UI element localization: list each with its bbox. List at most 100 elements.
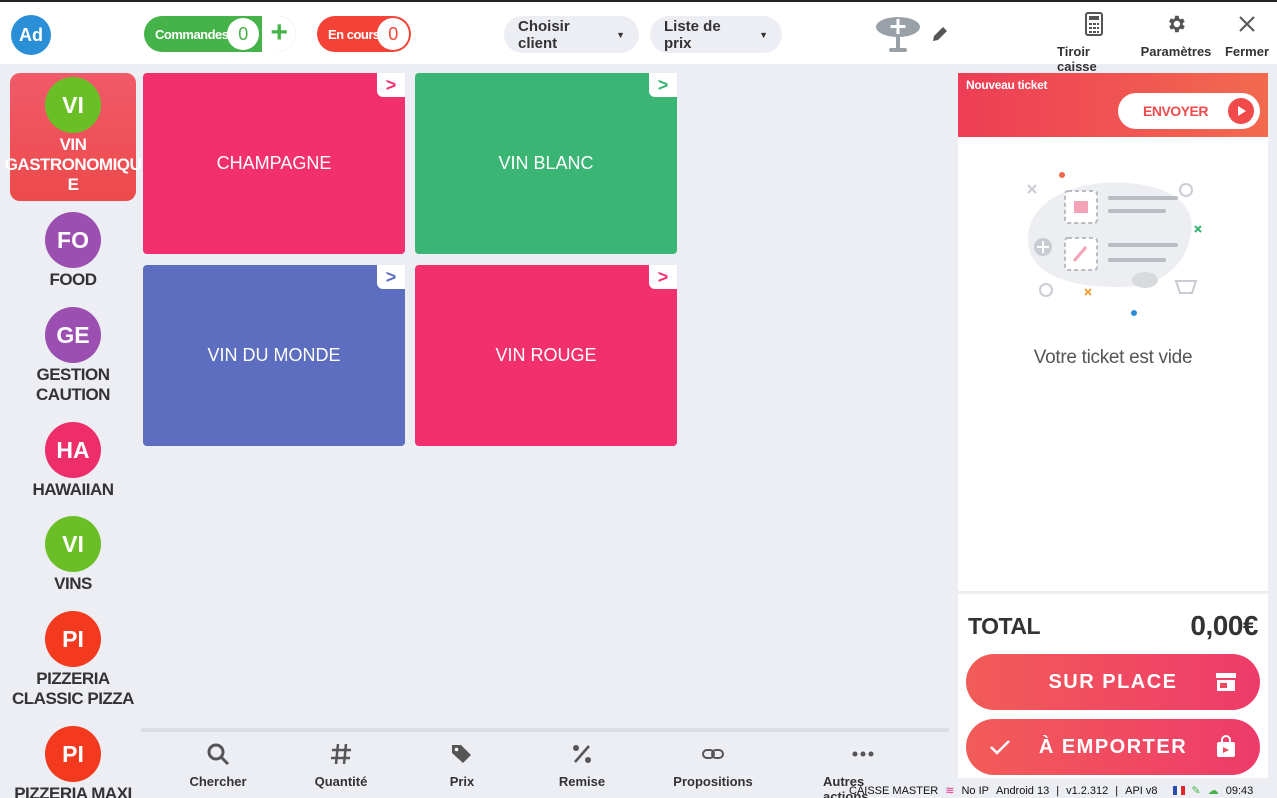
category-vins[interactable]: VI VINS: [10, 516, 136, 594]
category-sidebar: VI VIN GASTRONOMIQU E FO FOOD GE GESTION…: [0, 64, 141, 798]
category-label: HAWAIIAN: [32, 480, 115, 499]
chevron-right-icon[interactable]: >: [377, 265, 405, 289]
autres-actions-button[interactable]: Autres actions: [823, 742, 903, 798]
category-label: VIN GASTRONOMIQU E: [4, 135, 141, 194]
clock-time: 09:43: [1225, 784, 1254, 797]
category-label: GESTION CAUTION: [36, 365, 110, 404]
commandes-count: 0: [227, 18, 259, 50]
tile-vin-blanc[interactable]: VIN BLANC >: [415, 73, 677, 254]
en-cours-button[interactable]: En cours 0: [317, 16, 411, 52]
category-label: PIZZERIA MAXI: [14, 784, 132, 798]
propositions-button[interactable]: Propositions: [673, 742, 753, 789]
category-food[interactable]: FO FOOD: [10, 212, 136, 290]
status-bar: CAISSE MASTER ≋ No IP Android 13 | v1.2.…: [849, 783, 1277, 798]
total-label: TOTAL: [968, 612, 1041, 639]
caret-down-icon: ▼: [616, 29, 625, 40]
client-dropdown[interactable]: Choisir client ▼: [504, 16, 639, 53]
gear-icon: [1169, 15, 1185, 33]
empty-ticket-message: Votre ticket est vide: [1033, 347, 1193, 368]
chevron-right-icon[interactable]: >: [649, 265, 677, 289]
tiroir-caisse-label: Tiroir caisse: [1057, 44, 1097, 74]
shopping-bag-icon: [1217, 735, 1235, 757]
add-order-button[interactable]: +: [262, 16, 296, 52]
category-hawaiian[interactable]: HA HAWAIIAN: [10, 422, 136, 500]
category-label: VINS: [54, 574, 92, 593]
ticket-panel: Nouveau ticket ENVOYER Votre ticket est …: [958, 73, 1268, 778]
commandes-button[interactable]: Commandes 0 +: [144, 16, 296, 52]
total-value: 0,00€: [1190, 610, 1258, 641]
register-name: CAISSE MASTER: [849, 784, 939, 797]
envoyer-label: ENVOYER: [1143, 103, 1208, 119]
user-avatar[interactable]: Ad: [11, 15, 51, 55]
top-bar: Ad Commandes 0 + En cours 0 Choisir clie…: [0, 0, 1277, 74]
close-icon: [1239, 16, 1255, 32]
sur-place-label: SUR PLACE: [1048, 670, 1178, 693]
pricelist-dropdown-label: Liste de prix: [664, 17, 721, 52]
chercher-button[interactable]: Chercher: [189, 742, 247, 789]
category-badge: PI: [45, 611, 101, 667]
category-gestion-caution[interactable]: GE GESTION CAUTION: [10, 307, 136, 405]
category-badge: VI: [45, 77, 101, 133]
category-badge: PI: [45, 726, 101, 782]
commandes-label: Commandes: [155, 26, 229, 42]
chevron-right-icon[interactable]: >: [377, 73, 405, 97]
tile-vin-du-monde[interactable]: VIN DU MONDE >: [143, 265, 405, 446]
en-cours-count: 0: [377, 18, 409, 50]
store-icon: [1216, 673, 1236, 691]
propositions-label: Propositions: [673, 774, 753, 789]
tiroir-caisse-button[interactable]: Tiroir caisse: [1057, 12, 1131, 74]
chevron-right-icon[interactable]: >: [649, 73, 677, 97]
separator: |: [1056, 784, 1060, 797]
tile-label: VIN DU MONDE: [207, 345, 341, 365]
empty-ticket-illustration: [1027, 172, 1202, 316]
a-emporter-label: À EMPORTER: [1038, 735, 1188, 758]
pricelist-dropdown[interactable]: Liste de prix ▼: [650, 16, 782, 53]
app-version: v1.2.312: [1066, 784, 1109, 797]
tile-label: VIN ROUGE: [495, 345, 597, 365]
a-emporter-button[interactable]: À EMPORTER: [966, 719, 1260, 775]
parametres-button[interactable]: Paramètres: [1140, 12, 1212, 59]
sur-place-button[interactable]: SUR PLACE: [966, 654, 1260, 710]
calculator-icon: [1085, 12, 1103, 36]
quantite-button[interactable]: Quantité: [313, 742, 369, 789]
fermer-label: Fermer: [1224, 44, 1270, 59]
chercher-label: Chercher: [189, 774, 247, 789]
bottom-toolbar: Chercher Quantité Prix Remise Propositio…: [141, 728, 949, 798]
total-row: TOTAL 0,00€: [958, 594, 1268, 650]
category-pizzeria-classic-pizza[interactable]: PI PIZZERIA CLASSIC PIZZA: [10, 611, 136, 709]
prix-button[interactable]: Prix: [444, 742, 480, 789]
quantite-label: Quantité: [314, 774, 368, 789]
link-icon: [702, 749, 724, 759]
wifi-off-icon: ≋: [945, 785, 955, 797]
category-badge: HA: [45, 422, 101, 478]
category-label: PIZZERIA CLASSIC PIZZA: [12, 669, 134, 708]
envoyer-button[interactable]: ENVOYER: [1118, 93, 1260, 129]
remise-button[interactable]: Remise: [559, 742, 605, 789]
more-icon: [852, 751, 874, 757]
ticket-title: Nouveau ticket: [966, 78, 1048, 92]
client-dropdown-label: Choisir client: [518, 17, 570, 52]
fermer-button[interactable]: Fermer: [1222, 12, 1272, 59]
cloud-icon: ☁: [1207, 785, 1219, 797]
check-icon: [990, 740, 1010, 755]
tile-label: VIN BLANC: [498, 153, 594, 173]
french-flag-icon: [1172, 786, 1185, 795]
en-cours-label: En cours: [328, 26, 380, 42]
category-label: FOOD: [49, 270, 97, 289]
ticket-header: Nouveau ticket ENVOYER: [958, 73, 1268, 137]
category-badge: GE: [45, 307, 101, 363]
separator: |: [1115, 784, 1119, 797]
category-pizzeria-maxi[interactable]: PI PIZZERIA MAXI: [10, 726, 136, 798]
tile-champagne[interactable]: CHAMPAGNE >: [143, 73, 405, 254]
pencil-icon[interactable]: [930, 24, 950, 44]
autres-actions-label: Autres actions: [823, 774, 869, 798]
category-badge: FO: [45, 212, 101, 268]
percent-icon: [573, 745, 591, 763]
tile-label: CHAMPAGNE: [216, 153, 332, 173]
tile-vin-rouge[interactable]: VIN ROUGE >: [415, 265, 677, 446]
category-badge: VI: [45, 516, 101, 572]
add-table-icon[interactable]: [875, 14, 921, 56]
android-version: Android 13: [995, 784, 1050, 797]
tags-icon: [452, 745, 471, 763]
category-vin-gastronomique[interactable]: VI VIN GASTRONOMIQU E: [5, 73, 141, 201]
